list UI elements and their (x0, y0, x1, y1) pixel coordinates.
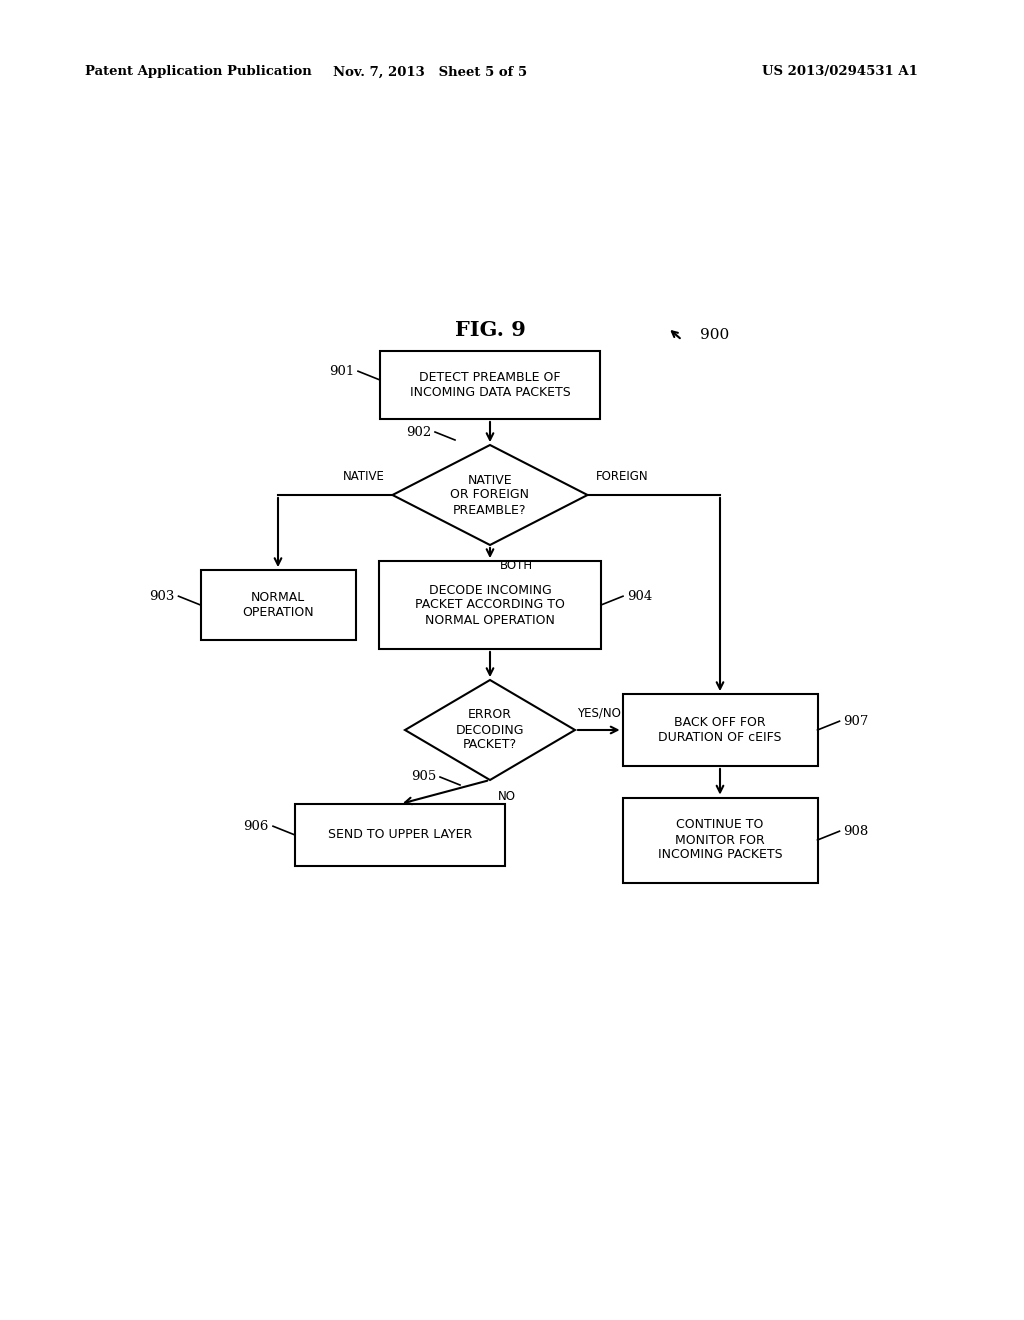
Text: YES/NO: YES/NO (577, 708, 621, 719)
Text: 905: 905 (411, 771, 436, 784)
Text: SEND TO UPPER LAYER: SEND TO UPPER LAYER (328, 829, 472, 842)
Text: 902: 902 (406, 425, 431, 438)
Text: NORMAL
OPERATION: NORMAL OPERATION (243, 591, 313, 619)
Text: NO: NO (498, 789, 516, 803)
Text: BACK OFF FOR
DURATION OF cEIFS: BACK OFF FOR DURATION OF cEIFS (658, 715, 781, 744)
Text: 900: 900 (700, 327, 729, 342)
Text: BOTH: BOTH (500, 558, 534, 572)
Bar (623, 797, 817, 883)
Bar (201, 570, 355, 640)
Text: FOREIGN: FOREIGN (596, 470, 648, 483)
Text: FIG. 9: FIG. 9 (455, 319, 525, 341)
Bar (295, 804, 505, 866)
Bar (380, 351, 600, 418)
Text: NATIVE: NATIVE (343, 470, 384, 483)
Text: Nov. 7, 2013   Sheet 5 of 5: Nov. 7, 2013 Sheet 5 of 5 (333, 66, 527, 78)
Bar (623, 694, 817, 766)
Bar (379, 561, 601, 649)
Text: 903: 903 (150, 590, 174, 603)
Text: CONTINUE TO
MONITOR FOR
INCOMING PACKETS: CONTINUE TO MONITOR FOR INCOMING PACKETS (657, 818, 782, 862)
Text: US 2013/0294531 A1: US 2013/0294531 A1 (762, 66, 918, 78)
Text: DECODE INCOMING
PACKET ACCORDING TO
NORMAL OPERATION: DECODE INCOMING PACKET ACCORDING TO NORM… (415, 583, 565, 627)
Text: DETECT PREAMBLE OF
INCOMING DATA PACKETS: DETECT PREAMBLE OF INCOMING DATA PACKETS (410, 371, 570, 399)
Polygon shape (406, 680, 575, 780)
Polygon shape (392, 445, 588, 545)
Text: 906: 906 (244, 820, 269, 833)
Text: Patent Application Publication: Patent Application Publication (85, 66, 311, 78)
Text: 908: 908 (844, 825, 868, 838)
Text: 904: 904 (627, 590, 652, 603)
Text: ERROR
DECODING
PACKET?: ERROR DECODING PACKET? (456, 709, 524, 751)
Text: NATIVE
OR FOREIGN
PREAMBLE?: NATIVE OR FOREIGN PREAMBLE? (451, 474, 529, 516)
Text: 901: 901 (329, 364, 354, 378)
Text: 907: 907 (844, 714, 869, 727)
